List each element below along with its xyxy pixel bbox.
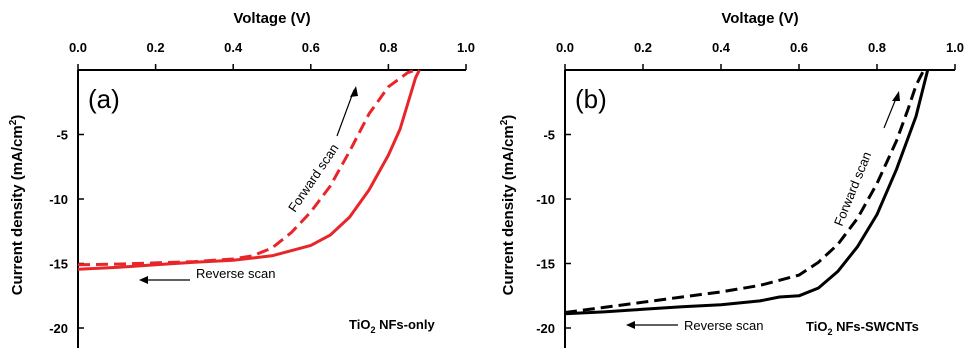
x-axis-title: Voltage (V) xyxy=(233,10,310,27)
tick-marks xyxy=(564,64,956,329)
x-axis-title: Voltage (V) xyxy=(721,10,798,27)
sample-label: TiO2 NFs-SWCNTs xyxy=(806,319,919,337)
x-tick-labels: 0.0 0.2 0.4 0.6 0.8 1.0 xyxy=(556,40,964,55)
x-tick-label: 0.4 xyxy=(224,40,243,55)
sample-label: TiO2 NFs-only xyxy=(349,317,435,335)
sample-label-sub: 2 xyxy=(370,325,375,335)
forward-scan-curve xyxy=(77,68,417,267)
forward-scan-label: Forward scan xyxy=(285,141,341,215)
y-axis-title-sup: 2 xyxy=(499,119,510,125)
panel-a: Voltage (V) 0.0 0.2 0.4 0.6 0.8 1.0 -5-10-15-… xyxy=(8,10,475,348)
reverse-scan-annotation: Reverse scan xyxy=(139,266,275,284)
series-group xyxy=(77,68,421,271)
y-axis-title: Current density (mA/cm2) xyxy=(8,115,26,296)
forward-scan-annotation: Forward scan xyxy=(285,86,358,215)
panel-label: (a) xyxy=(88,84,120,114)
forward-arrow-head xyxy=(892,91,900,101)
forward-scan-annotation: Forward scan xyxy=(831,91,900,228)
y-tick-label: -15 xyxy=(49,257,68,272)
y-tick-label: -5 xyxy=(543,128,555,143)
y-tick-labels: -5 -10 -15 -20 xyxy=(49,128,68,337)
y-tick-labels: -5 -10 -15 -20 xyxy=(536,128,555,337)
x-tick-label: 0.6 xyxy=(302,40,320,55)
reverse-arrow-head xyxy=(626,321,635,329)
y-tick-label: -10 xyxy=(536,192,555,207)
sample-label-sub: 2 xyxy=(827,327,832,337)
forward-arrow-line xyxy=(883,95,898,129)
series-group xyxy=(564,69,930,316)
sample-label-prefix: TiO xyxy=(806,319,827,334)
x-tick-label: 0.4 xyxy=(712,40,731,55)
x-tick-label: 0.2 xyxy=(147,40,165,55)
y-axis-title-main: Current density (mA/cm xyxy=(9,125,26,295)
reverse-scan-curve xyxy=(77,69,421,271)
x-tick-label: 0.8 xyxy=(379,40,397,55)
x-tick-label: 0.8 xyxy=(868,40,886,55)
x-tick-labels: 0.0 0.2 0.4 0.6 0.8 1.0 xyxy=(69,40,475,55)
reverse-arrow-head xyxy=(139,276,148,284)
reverse-scan-curve xyxy=(564,69,930,316)
y-tick-label: -20 xyxy=(536,321,555,336)
forward-scan-curve xyxy=(564,69,926,314)
x-tick-label: 0.0 xyxy=(69,40,87,55)
y-tick-label: -10 xyxy=(49,192,68,207)
x-tick-label: 0.2 xyxy=(634,40,652,55)
reverse-scan-label: Reverse scan xyxy=(196,266,275,281)
y-tick-label: -15 xyxy=(536,257,555,272)
x-tick-label: 0.0 xyxy=(556,40,574,55)
y-axis-title-close: ) xyxy=(9,115,26,120)
reverse-scan-label: Reverse scan xyxy=(684,318,763,333)
y-axis-title-close: ) xyxy=(500,115,517,120)
sample-label-suffix: NFs-only xyxy=(375,317,435,332)
panel-b: Voltage (V) 0.0 0.2 0.4 0.6 0.8 1.0 -5-10-15-… xyxy=(499,10,964,348)
y-tick-label: -20 xyxy=(49,321,68,336)
sample-label-prefix: TiO xyxy=(349,317,370,332)
x-tick-label: 1.0 xyxy=(946,40,964,55)
sample-label-suffix: NFs-SWCNTs xyxy=(832,319,918,334)
panel-label: (b) xyxy=(575,84,607,114)
y-axis-title-sup: 2 xyxy=(8,119,19,125)
forward-scan-label: Forward scan xyxy=(831,149,874,228)
y-tick-label: -5 xyxy=(56,128,68,143)
y-axis-title-main: Current density (mA/cm xyxy=(500,125,517,295)
reverse-scan-annotation: Reverse scan xyxy=(626,318,763,333)
x-tick-label: 1.0 xyxy=(457,40,475,55)
y-axis-title: Current density (mA/cm2) xyxy=(499,115,517,296)
x-tick-label: 0.6 xyxy=(790,40,808,55)
forward-arrow-line xyxy=(336,89,355,137)
forward-arrow-head xyxy=(350,86,358,97)
